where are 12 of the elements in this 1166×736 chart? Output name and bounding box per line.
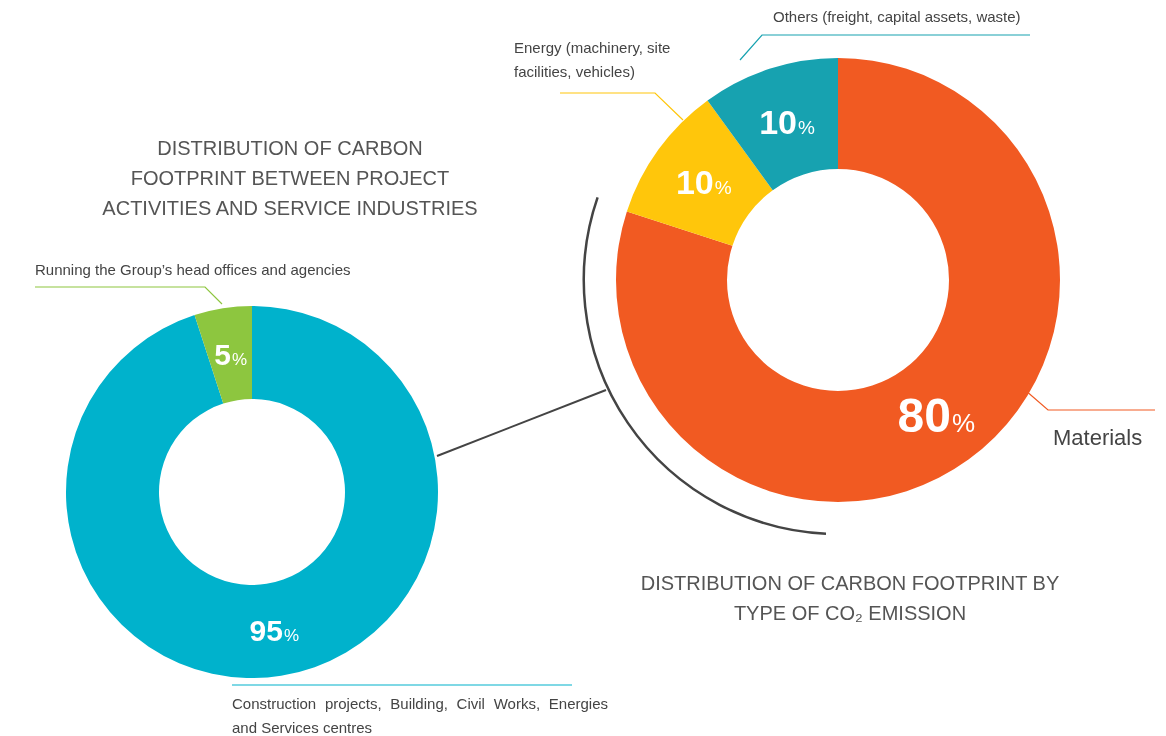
data-label: 10% [759, 102, 816, 141]
slice-label: Energy (machinery, site facilities, vehicles) [514, 38, 672, 82]
slice-label: Construction projects, Building, Civil Works, Energies and Services centres [232, 694, 608, 736]
slice-label: Others (freight, capital assets, waste) [773, 7, 1022, 27]
slice-label: Materials [1053, 424, 1144, 452]
data-label: 10% [675, 163, 732, 202]
text: DISTRIBUTION OF CARBON FOOTPRINT BY TYPE OF CO₂ EMISSION [639, 571, 1061, 626]
data-label: 95% [249, 613, 300, 647]
data-label: 80% [897, 388, 976, 442]
data-label: 5% [214, 338, 248, 372]
slice-label: Running the Group’s head offices and agencies [35, 260, 352, 280]
chart-title: DISTRIBUTION OF CARBON FOOTPRINT BETWEEN PROJECT ACTIVITIES AND SERVICE INDUSTRIES [101, 136, 479, 221]
